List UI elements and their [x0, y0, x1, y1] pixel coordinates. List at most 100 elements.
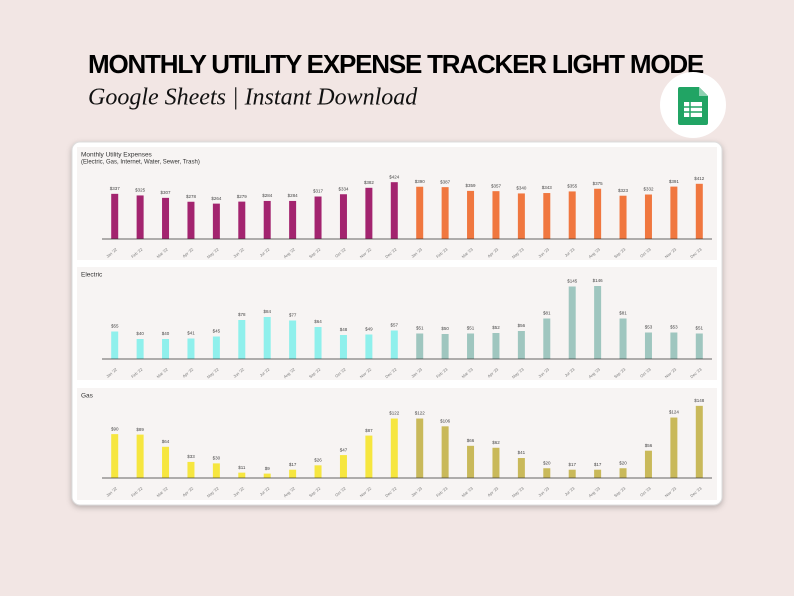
bar [467, 333, 475, 359]
data-label: $382 [364, 180, 375, 185]
data-label: $64 [314, 319, 322, 324]
bar [111, 193, 119, 239]
bar [263, 200, 271, 239]
bar [670, 332, 678, 359]
bar [187, 201, 195, 239]
x-tick-label: Jul '22 [259, 246, 272, 258]
bar [644, 194, 652, 239]
bar [695, 405, 703, 478]
bar [365, 334, 373, 359]
chart-title: Gas [81, 393, 94, 400]
bar [441, 334, 449, 359]
bar [212, 203, 220, 239]
bar [695, 333, 703, 359]
bar [289, 320, 297, 359]
data-label: $334 [338, 186, 349, 191]
data-label: $77 [289, 313, 297, 318]
data-label: $317 [313, 189, 324, 194]
bar [238, 472, 246, 478]
bar [289, 200, 297, 239]
bar [543, 468, 551, 478]
chart-title: Electric [81, 272, 103, 279]
data-label: $40 [136, 331, 144, 336]
data-label: $355 [567, 184, 578, 189]
data-label: $357 [491, 183, 502, 188]
bar [594, 469, 602, 478]
data-label: $264 [211, 196, 222, 201]
bar [670, 186, 678, 239]
data-label: $53 [670, 325, 678, 330]
bar [162, 197, 170, 239]
bar [416, 333, 424, 359]
data-label: $284 [288, 193, 299, 198]
data-label: $49 [365, 327, 373, 332]
bar [390, 418, 398, 478]
data-label: $51 [467, 326, 475, 331]
data-label: $81 [619, 311, 627, 316]
data-label: $53 [645, 325, 653, 330]
data-label: $424 [389, 174, 400, 179]
bar [212, 336, 220, 359]
bar [238, 201, 246, 239]
data-label: $78 [238, 312, 246, 317]
data-label: $40 [162, 331, 170, 336]
data-label: $17 [568, 462, 576, 467]
bar [339, 455, 347, 478]
bar [644, 450, 652, 478]
bar [111, 434, 119, 478]
chart-title: Monthly Utility Expenses [81, 152, 153, 159]
data-label: $56 [518, 323, 526, 328]
bar [365, 187, 373, 239]
charts: Monthly Utility Expenses(Electric, Gas, … [77, 147, 717, 500]
bar [339, 194, 347, 239]
data-label: $55 [111, 324, 119, 329]
x-tick-label: Jul '23 [564, 366, 577, 378]
bar [416, 186, 424, 239]
data-label: $390 [415, 179, 426, 184]
bar [568, 469, 576, 478]
data-label: $26 [314, 458, 322, 463]
data-label: $17 [289, 462, 297, 467]
data-label: $412 [694, 176, 705, 181]
data-label: $332 [643, 187, 654, 192]
bar [492, 447, 500, 478]
data-label: $124 [669, 410, 680, 415]
data-label: $337 [110, 186, 121, 191]
bar [238, 320, 246, 359]
bar [568, 191, 576, 239]
data-label: $52 [492, 325, 500, 330]
bar [695, 183, 703, 239]
x-tick-label: Jul '22 [259, 485, 272, 497]
data-label: $51 [696, 326, 704, 331]
data-label: $48 [340, 327, 348, 332]
data-label: $66 [467, 438, 475, 443]
bar [136, 434, 144, 478]
data-label: $20 [543, 460, 551, 465]
bar [263, 473, 271, 478]
data-label: $81 [543, 311, 551, 316]
data-label: $45 [213, 329, 221, 334]
bar [187, 338, 195, 359]
bar [619, 195, 627, 239]
data-label: $51 [416, 326, 424, 331]
bar [467, 445, 475, 478]
bar [365, 435, 373, 478]
data-label: $62 [492, 440, 500, 445]
data-label: $122 [389, 411, 400, 416]
data-label: $145 [567, 279, 578, 284]
data-label: $387 [440, 179, 451, 184]
bar [263, 317, 271, 359]
bar [314, 196, 322, 239]
data-label: $17 [594, 462, 602, 467]
bar [314, 465, 322, 478]
bar [416, 418, 424, 478]
data-label: $20 [619, 460, 627, 465]
data-label: $33 [187, 454, 195, 459]
data-label: $47 [340, 447, 348, 452]
data-label: $343 [542, 185, 553, 190]
data-label: $391 [669, 179, 680, 184]
data-label: $41 [187, 331, 195, 336]
bar [517, 331, 525, 359]
bar [390, 330, 398, 359]
